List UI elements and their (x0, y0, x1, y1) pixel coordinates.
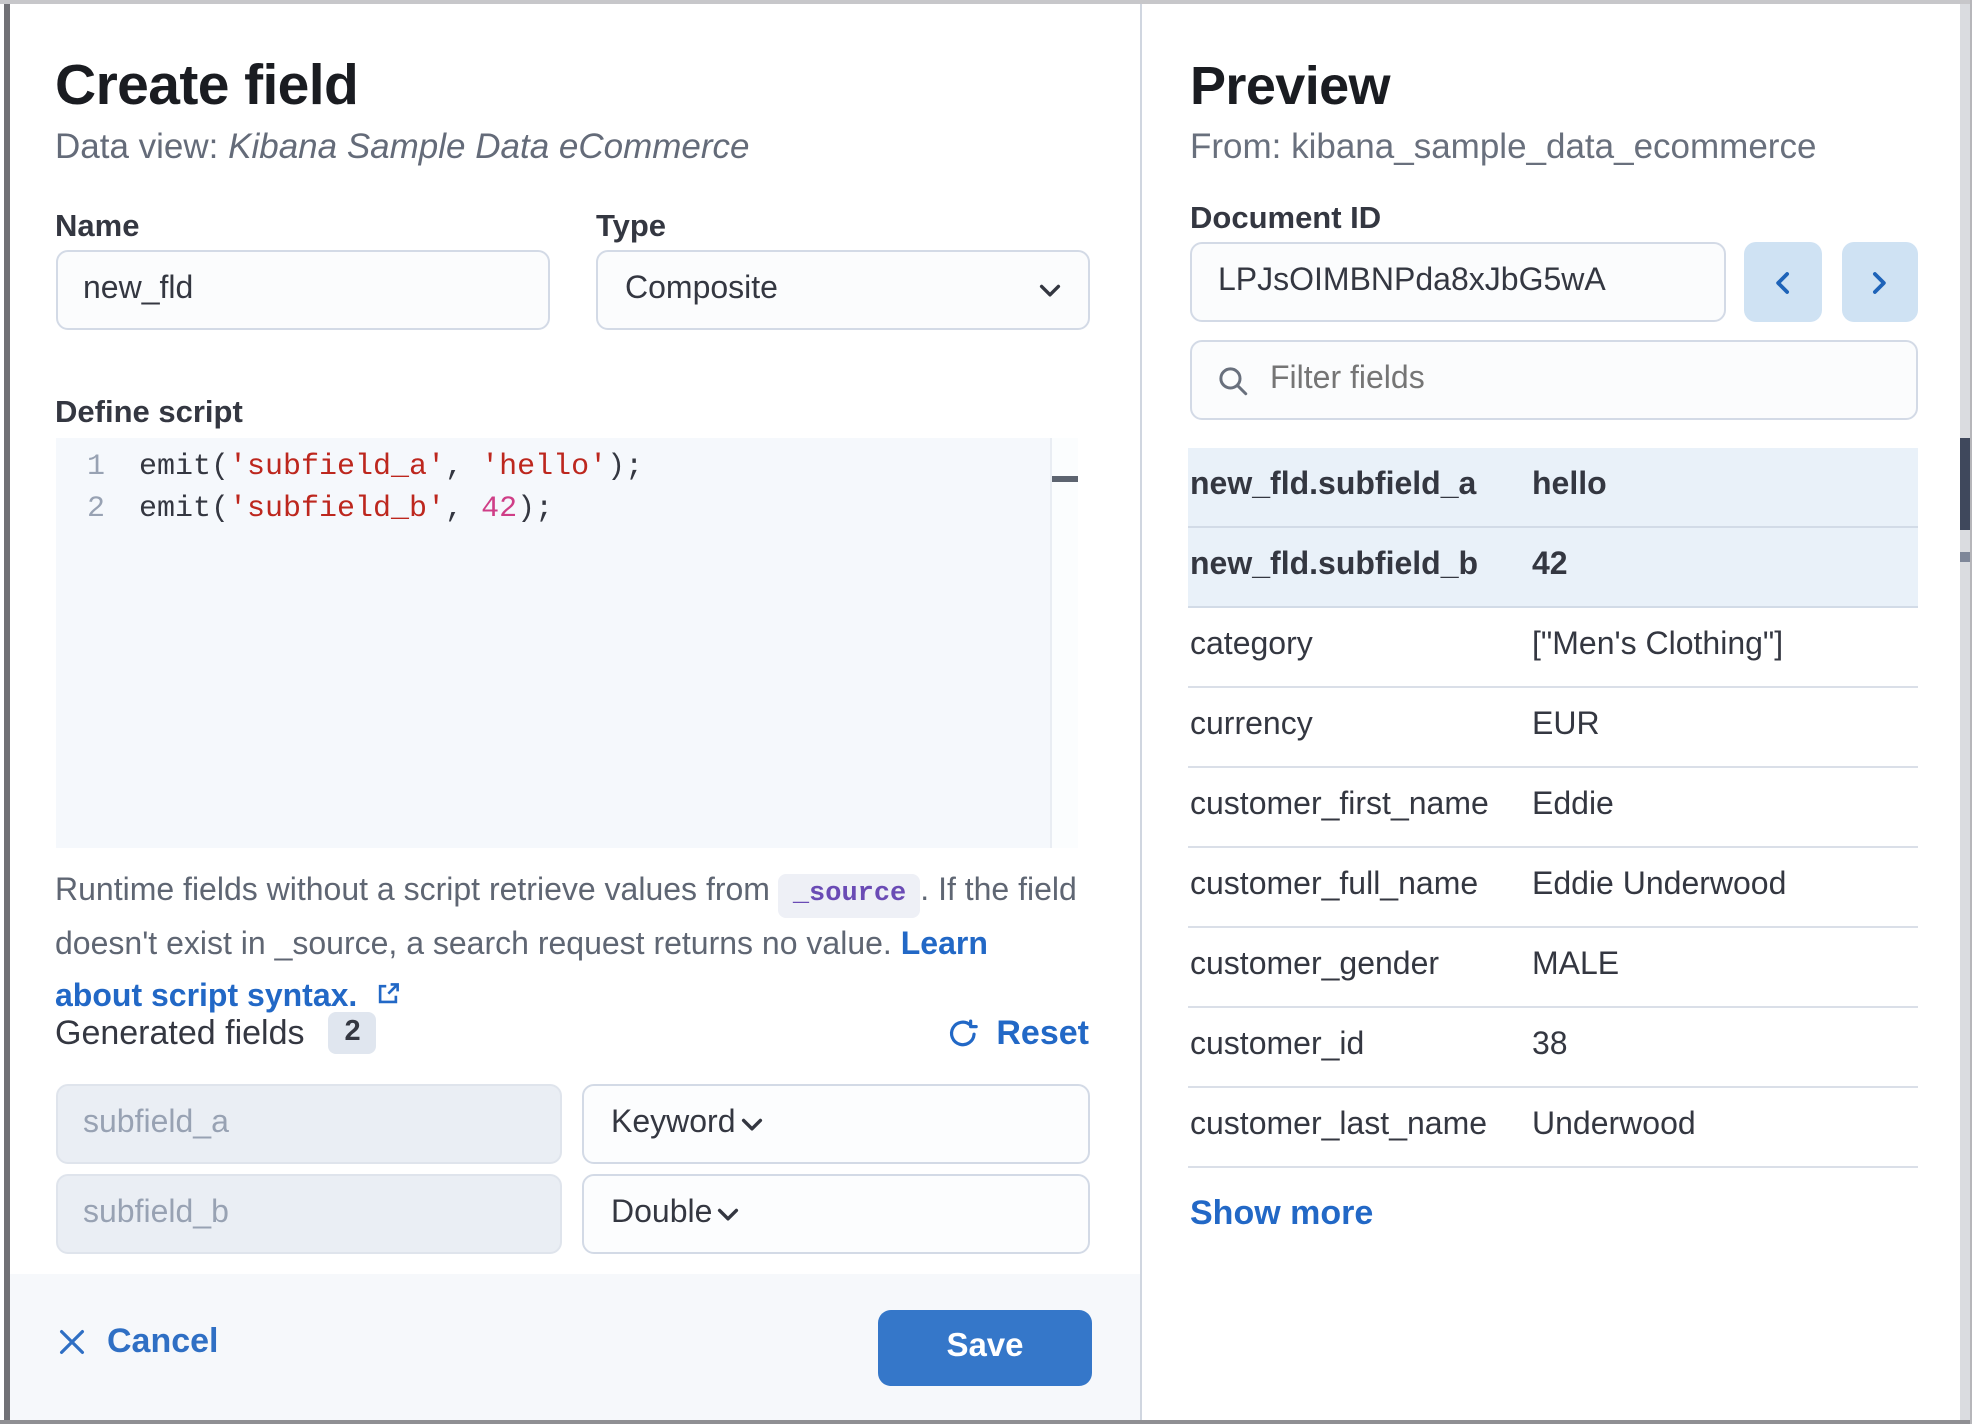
chevron-left-icon (1775, 271, 1789, 293)
chevron-down-icon (736, 1108, 768, 1140)
page-scrollbar-track[interactable] (1959, 3, 1969, 1419)
cancel-button[interactable]: Cancel (55, 1321, 219, 1361)
chevron-down-icon (712, 1198, 744, 1230)
line-number: 1 (86, 449, 105, 483)
preview-from-line: From: kibana_sample_data_ecommerce (1190, 125, 1817, 165)
window-top-border (0, 0, 1972, 3)
define-script-label: Define script (55, 396, 243, 430)
generated-field-row: subfield_a Keyword (55, 1084, 1090, 1164)
close-icon (55, 1325, 87, 1357)
filter-fields-input[interactable] (1190, 340, 1918, 420)
reset-label: Reset (996, 1013, 1089, 1051)
panel-divider (1140, 3, 1142, 1419)
preview-fields-table: new_fld.subfield_a hello new_fld.subfiel… (1187, 447, 1918, 1167)
field-name-input-value[interactable] (83, 272, 547, 308)
page-scrollbar-mark (1959, 552, 1969, 562)
previous-document-button[interactable] (1744, 242, 1821, 322)
field-type-value: Composite (625, 272, 778, 306)
type-label: Type (596, 210, 667, 244)
preview-field-row[interactable]: category ["Men's Clothing"] (1187, 607, 1918, 687)
editor-scrollbar[interactable] (1050, 437, 1078, 848)
flyout-left-edge (4, 3, 10, 1419)
generated-fields-count-badge: 2 (328, 1012, 377, 1054)
preview-field-row[interactable]: customer_gender MALE (1187, 927, 1918, 1007)
save-button[interactable]: Save (878, 1309, 1092, 1385)
field-name-input[interactable] (55, 250, 549, 330)
subfield-a-type-select[interactable]: Keyword (582, 1084, 1090, 1164)
reset-button[interactable]: Reset (946, 1013, 1089, 1053)
document-id-input[interactable] (1190, 242, 1726, 322)
next-document-button[interactable] (1841, 242, 1918, 322)
search-icon (1216, 363, 1250, 397)
data-view-subtitle: Data view: Kibana Sample Data eCommerce (55, 126, 750, 168)
chevron-right-icon (1873, 271, 1887, 293)
preview-field-row[interactable]: customer_first_name Eddie (1187, 767, 1918, 847)
preview-title: Preview (1190, 56, 1391, 116)
preview-field-row[interactable]: customer_full_name Eddie Underwood (1187, 847, 1918, 927)
preview-field-row[interactable]: new_fld.subfield_a hello (1187, 447, 1918, 527)
chevron-down-icon (1034, 274, 1066, 306)
script-syntax-link[interactable]: Learn about script syntax. (55, 927, 988, 1014)
document-id-input-value[interactable] (1218, 264, 1724, 300)
page-scrollbar-thumb[interactable] (1959, 438, 1969, 530)
source-code-chip: _source (778, 874, 921, 918)
generated-fields-title: Generated fields (55, 1013, 305, 1051)
code-line: 1 emit('subfield_a', 'hello'); (55, 445, 1078, 487)
field-type-select[interactable]: Composite (596, 250, 1090, 330)
generated-fields-header: Generated fields 2 Reset (55, 1012, 1089, 1054)
subfield-a-name-input: subfield_a (55, 1084, 561, 1164)
external-link-icon (374, 980, 402, 1008)
preview-field-row[interactable]: new_fld.subfield_b 42 (1187, 527, 1918, 607)
preview-field-row[interactable]: customer_id 38 (1187, 1007, 1918, 1087)
generated-field-row: subfield_b Double (55, 1174, 1090, 1254)
flyout-footer: Cancel Save (10, 1273, 1140, 1419)
data-view-name: Kibana Sample Data eCommerce (228, 126, 750, 166)
window-right-border (1969, 0, 1972, 1424)
refresh-icon (946, 1016, 980, 1050)
script-code-editor[interactable]: 1 emit('subfield_a', 'hello'); 2 emit('s… (55, 437, 1078, 848)
preview-field-row[interactable]: customer_last_name Underwood (1187, 1087, 1918, 1167)
page-title: Create field (55, 54, 359, 118)
cancel-label: Cancel (107, 1321, 219, 1359)
subfield-b-name-input: subfield_b (55, 1174, 561, 1254)
code-line: 2 emit('subfield_b', 42); (55, 487, 1078, 529)
preview-field-row[interactable]: currency EUR (1187, 687, 1918, 767)
filter-fields-input-value[interactable] (1270, 362, 1916, 398)
line-number: 2 (86, 491, 105, 525)
editor-cursor-marker (1052, 475, 1078, 482)
subfield-b-type-select[interactable]: Double (582, 1174, 1090, 1254)
document-id-label: Document ID (1190, 201, 1382, 235)
script-help-text: Runtime fields without a script retrieve… (55, 874, 1077, 1014)
show-more-link[interactable]: Show more (1190, 1194, 1374, 1232)
name-label: Name (55, 210, 140, 244)
data-view-prefix: Data view: (55, 126, 229, 166)
window-bottom-border (0, 1419, 1972, 1424)
